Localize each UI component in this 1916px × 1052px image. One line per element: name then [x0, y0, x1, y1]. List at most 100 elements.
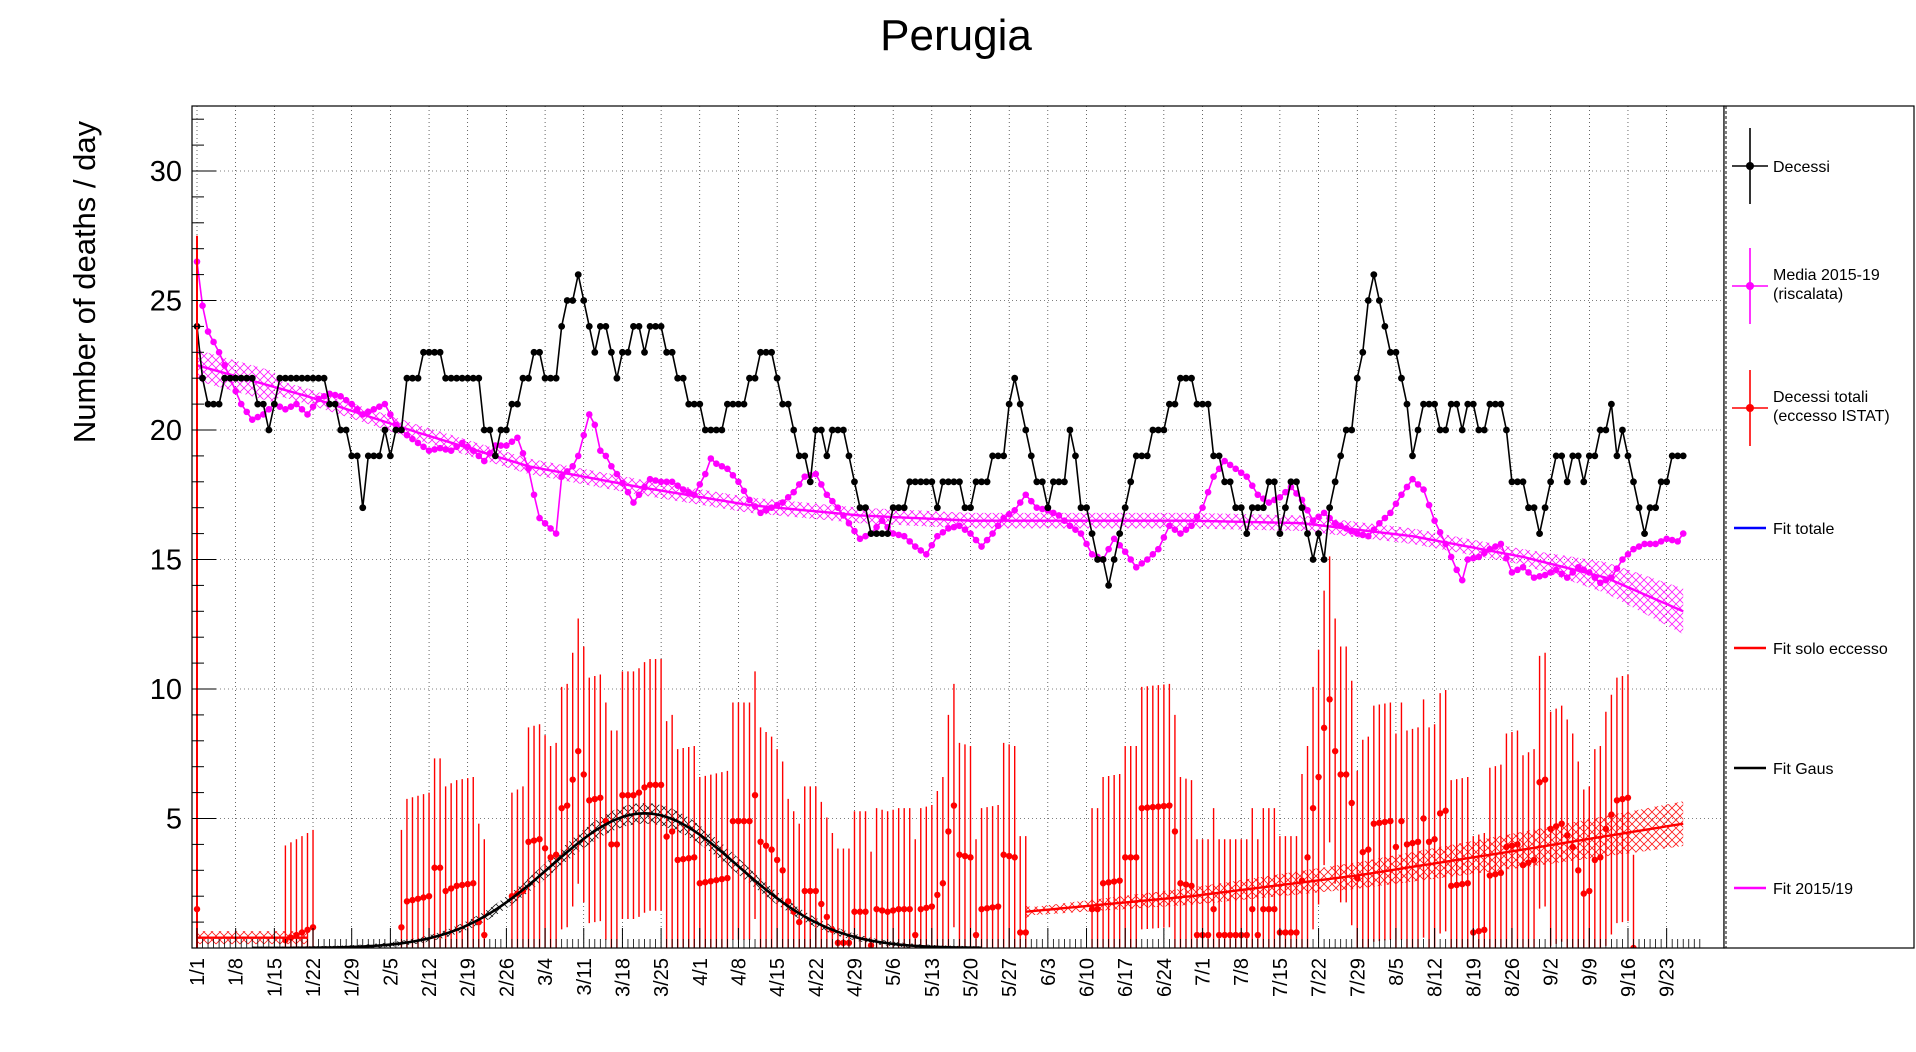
- decessi-point: [536, 348, 543, 356]
- excess-point: [657, 781, 665, 789]
- media-2015-19-point: [878, 517, 886, 524]
- excess-point: [1215, 931, 1223, 939]
- excess-point: [873, 905, 880, 913]
- legend-item: Fit solo eccesso: [1734, 641, 1888, 658]
- decessi-point: [431, 348, 438, 356]
- decessi-point: [1420, 400, 1427, 408]
- decessi-point: [1503, 426, 1510, 434]
- decessi-point: [580, 297, 588, 304]
- media-2015-19-point: [1016, 499, 1024, 506]
- decessi-point: [707, 426, 715, 434]
- media-2015-19-point: [486, 450, 494, 457]
- excess-point: [1503, 843, 1510, 851]
- media-2015-19-point: [525, 465, 532, 473]
- decessi-point: [276, 374, 284, 382]
- decessi-point: [458, 374, 466, 382]
- excess-point: [1182, 881, 1190, 888]
- media-2015-19-point: [1105, 545, 1112, 553]
- chart-title: Perugia: [880, 11, 1032, 60]
- decessi-point: [596, 323, 604, 330]
- media-2015-19-point: [740, 487, 748, 495]
- media-2015-19-point: [1663, 535, 1670, 543]
- excess-point: [470, 880, 477, 887]
- decessi-point: [1154, 426, 1162, 434]
- media-2015-19-point: [425, 447, 433, 455]
- decessi-point: [1215, 452, 1223, 460]
- decessi-point: [1646, 504, 1654, 512]
- media-2015-19-point: [1144, 556, 1151, 563]
- media-2015-19-point: [1469, 554, 1477, 562]
- media-2015-19-point: [536, 514, 543, 522]
- media-2015-19-point: [945, 525, 952, 532]
- media-2015-19-point: [1121, 548, 1129, 556]
- excess-point: [646, 781, 654, 789]
- decessi-point: [514, 400, 521, 408]
- decessi-point: [386, 452, 394, 460]
- excess-point: [1602, 825, 1610, 833]
- decessi-point: [569, 297, 577, 304]
- media-2015-19-point: [1503, 554, 1510, 562]
- decessi-point: [1657, 478, 1665, 486]
- excess-point: [1591, 856, 1599, 864]
- media-2015-19-point: [282, 405, 289, 413]
- media-2015-19-point: [1624, 551, 1632, 558]
- decessi-point: [635, 323, 643, 330]
- decessi-point: [690, 400, 698, 408]
- decessi-point: [1679, 452, 1687, 460]
- excess-point: [917, 905, 924, 913]
- media-2015-19-point: [1331, 519, 1339, 527]
- media-2015-19-point: [1674, 538, 1681, 545]
- excess-point: [1381, 818, 1389, 826]
- y-tick-label: 20: [150, 415, 182, 447]
- decessi-point: [1486, 400, 1494, 408]
- x-tick-label: 5/6: [883, 958, 905, 986]
- media-2015-19-point: [348, 400, 356, 408]
- excess-point: [597, 794, 604, 801]
- excess-point: [1260, 905, 1267, 913]
- excess-point: [1536, 779, 1543, 786]
- y-tick-label: 5: [166, 804, 182, 836]
- media-2015-19-point: [232, 387, 239, 395]
- media-2015-19-point: [1619, 556, 1626, 563]
- decessi-line: [196, 274, 1684, 586]
- decessi-point: [1469, 400, 1477, 408]
- media-2015-19-point: [784, 494, 792, 501]
- media-2015-19-point: [724, 465, 731, 473]
- media-2015-19-point: [1370, 526, 1378, 534]
- excess-point: [1155, 803, 1162, 810]
- decessi-point: [1326, 504, 1334, 512]
- media-2015-19-point: [845, 519, 853, 527]
- decessi-point: [1458, 426, 1466, 434]
- media-2015-19-point: [464, 443, 472, 451]
- media-2015-19-point: [1342, 525, 1350, 532]
- media-2015-19-point: [597, 447, 604, 455]
- media-2015-19-point: [1033, 504, 1041, 512]
- excess-point: [1348, 799, 1355, 807]
- excess-point: [779, 867, 786, 874]
- decessi-point: [1364, 297, 1372, 304]
- decessi-point: [1265, 478, 1273, 486]
- decessi-point: [790, 426, 798, 434]
- decessi-point: [1259, 504, 1267, 512]
- decessi-point: [414, 374, 422, 382]
- decessi-point: [254, 400, 262, 408]
- decessi-point: [1491, 400, 1499, 408]
- media-2015-19-point: [276, 403, 284, 410]
- excess-point: [431, 864, 438, 871]
- media-2015-19-point: [514, 434, 521, 442]
- media-2015-19-point: [934, 532, 941, 540]
- media-2015-19-point: [1630, 545, 1637, 553]
- media-2015-19-point: [757, 509, 764, 517]
- media-2015-19-point: [414, 439, 422, 447]
- media-2015-19-point: [1381, 514, 1389, 522]
- decessi-point: [1442, 426, 1450, 434]
- decessi-point: [961, 504, 969, 512]
- x-tick-label: 9/9: [1579, 958, 1601, 986]
- excess-point: [691, 854, 698, 861]
- decessi-point: [994, 452, 1002, 460]
- decessi-point: [464, 374, 472, 382]
- decessi-point: [751, 374, 759, 382]
- x-tick-label: 1/15: [264, 958, 286, 997]
- excess-point: [972, 931, 980, 939]
- media-2015-19-point: [1353, 530, 1361, 537]
